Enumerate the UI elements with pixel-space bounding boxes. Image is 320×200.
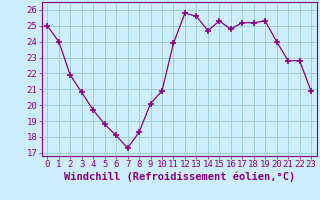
X-axis label: Windchill (Refroidissement éolien,°C): Windchill (Refroidissement éolien,°C): [64, 172, 295, 182]
